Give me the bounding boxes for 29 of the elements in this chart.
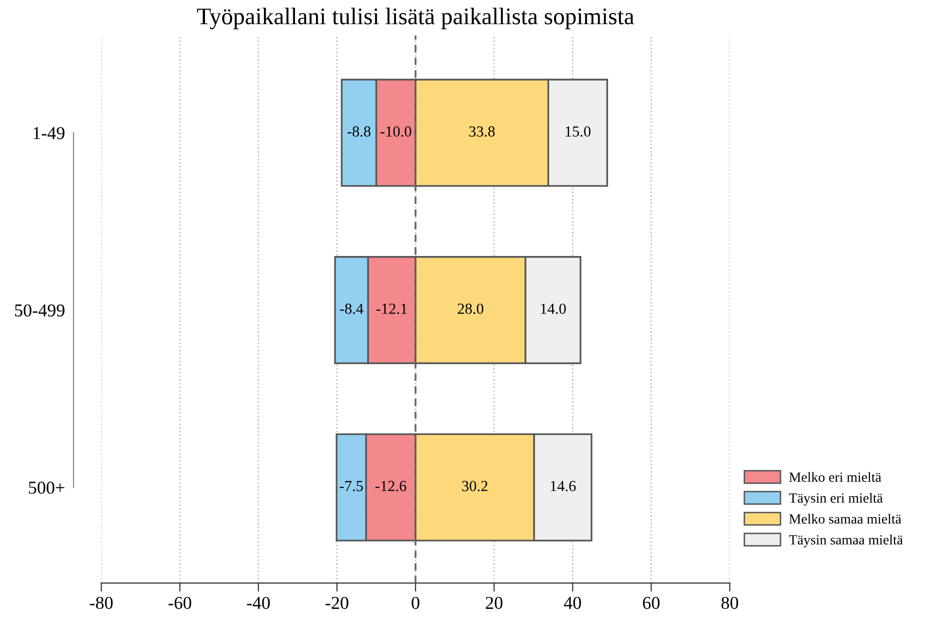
data-label: -12.1: [376, 304, 407, 314]
data-label: -10.0: [380, 126, 412, 137]
data-label: 14.6: [550, 480, 576, 492]
data-label: -8.8: [347, 126, 370, 137]
x-tick-label: -20: [326, 596, 348, 609]
legend-label: Melko samaa mieltä: [789, 514, 902, 524]
data-label: -7.5: [340, 481, 363, 492]
legend-label: Täysin samaa mieltä: [789, 534, 903, 548]
data-label: -12.6: [375, 480, 406, 492]
data-label: 33.8: [469, 126, 495, 137]
x-tick-label: -40: [247, 596, 270, 609]
x-tick-label: -60: [168, 596, 192, 609]
y-tick-label: 500+: [28, 482, 64, 494]
x-tick-label: 80: [721, 596, 738, 609]
y-tick-label: 50-499: [15, 304, 64, 317]
x-tick-label: -80: [90, 596, 113, 609]
data-label: 30.2: [462, 480, 488, 492]
data-label: 15.0: [566, 126, 591, 137]
data-label: 14.0: [540, 304, 566, 314]
x-tick-label: 40: [564, 596, 581, 609]
data-label: 28.0: [458, 304, 484, 314]
x-tick-label: 20: [486, 596, 502, 609]
y-tick-label: 1-49: [34, 127, 64, 140]
x-tick-label: 60: [642, 596, 660, 609]
legend-label: Melko eri mieltä: [789, 472, 882, 482]
chart-title: Työpaikallani tulisi lisätä paikallista sopimista: [197, 8, 634, 30]
data-label: -8.4: [340, 304, 364, 314]
x-tick-label: 0: [412, 596, 420, 609]
legend-label: Täysin eri mieltä: [789, 492, 883, 506]
